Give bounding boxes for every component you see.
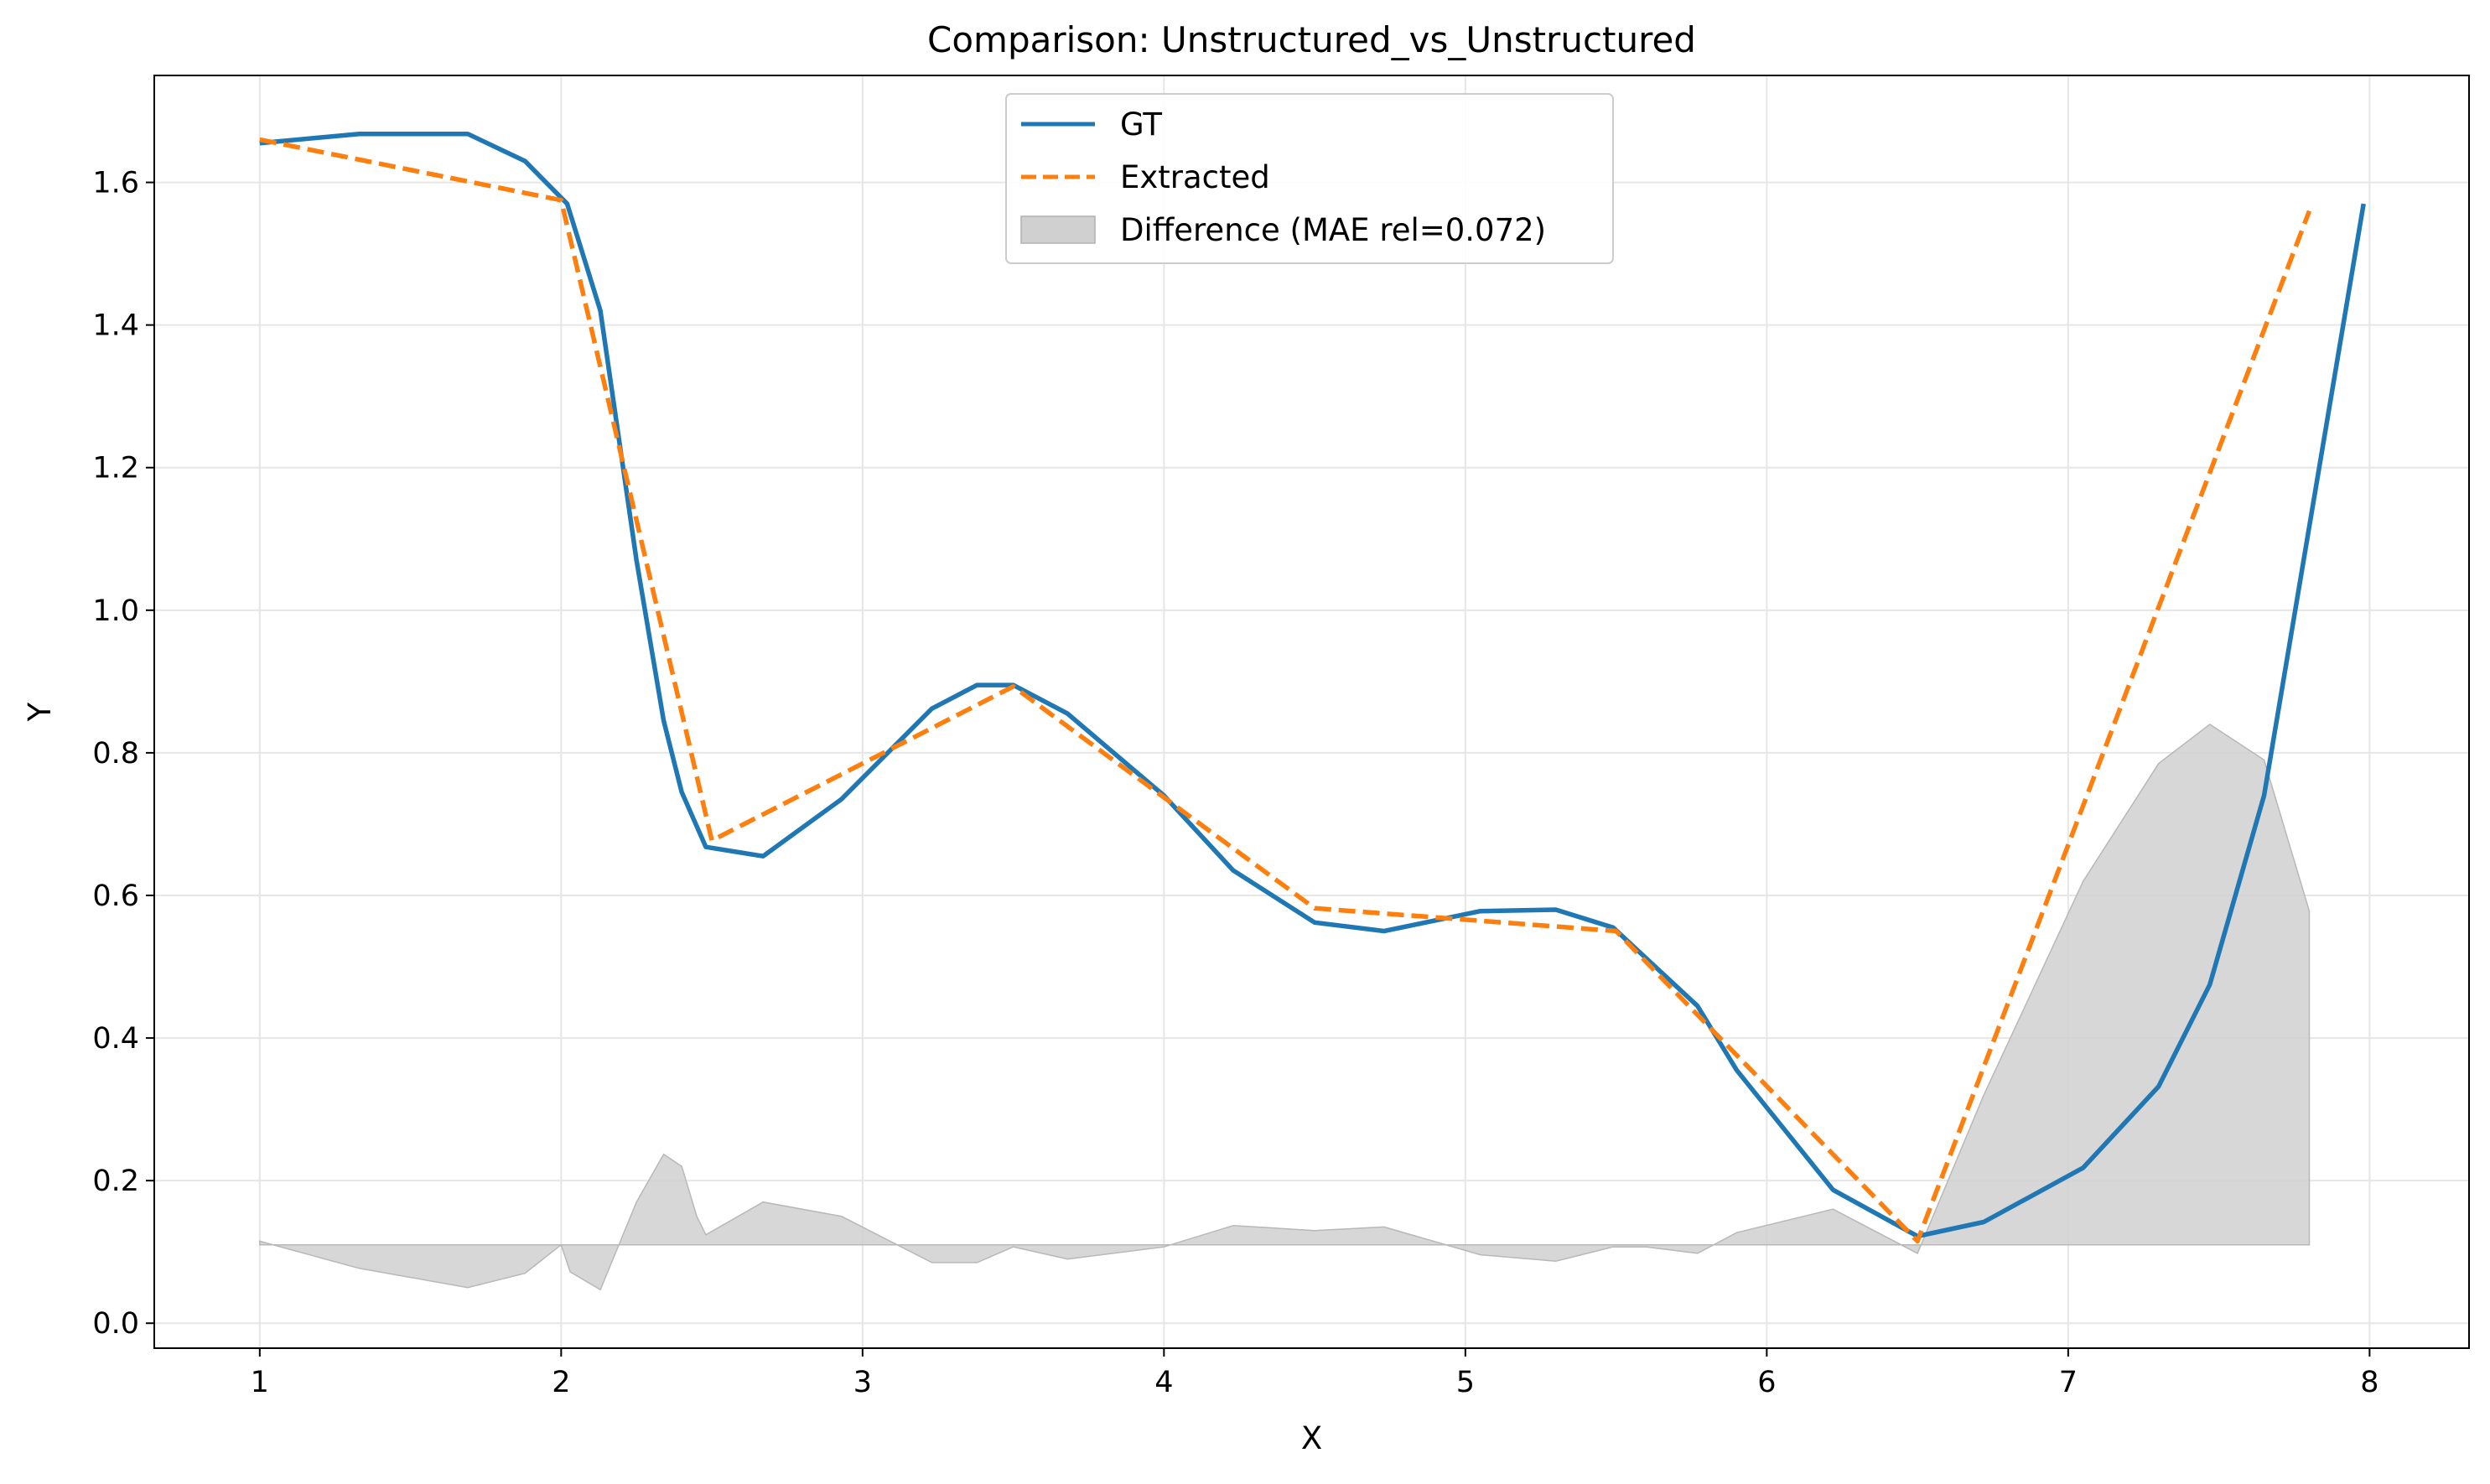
ticks-layer: 1 2 3 4 5 6 7 8 0.0 0.2 0.4 0.6 0.8 1.0 1.2 1.4 1.6 — [92, 167, 2378, 1399]
y-tick-label-2: 0.4 — [92, 1022, 139, 1056]
x-tick-label-6: 7 — [2059, 1366, 2078, 1399]
x-tick-label-7: 8 — [2360, 1366, 2378, 1399]
legend-gt-label: GT — [1120, 106, 1162, 143]
x-tick-label-3: 4 — [1154, 1366, 1173, 1399]
y-tick-label-4: 0.8 — [92, 737, 139, 771]
legend-difference-patch — [1020, 215, 1096, 244]
legend: GT Extracted Difference (MAE rel=0.072) — [1005, 93, 1614, 264]
legend-difference-label: Difference (MAE rel=0.072) — [1120, 212, 1546, 248]
x-tick-label-4: 5 — [1456, 1366, 1475, 1399]
legend-box — [1005, 93, 1614, 264]
x-tick-label-0: 1 — [251, 1366, 269, 1399]
y-tick-label-5: 1.0 — [92, 594, 139, 628]
x-tick-label-5: 6 — [1757, 1366, 1776, 1399]
x-axis-label: X — [1301, 1420, 1322, 1456]
chart-title: Comparison: Unstructured_vs_Unstructured — [927, 19, 1696, 60]
plot-frame — [153, 75, 2470, 1349]
y-axis-label: Y — [22, 702, 58, 722]
legend-extracted-label: Extracted — [1120, 159, 1270, 195]
y-tick-label-1: 0.2 — [92, 1165, 139, 1198]
y-tick-label-3: 0.6 — [92, 880, 139, 913]
y-tick-label-0: 0.0 — [92, 1307, 139, 1341]
y-tick-label-6: 1.2 — [92, 452, 139, 485]
difference-area-layer — [259, 723, 2311, 1291]
x-tick-label-2: 3 — [853, 1366, 872, 1399]
extracted-series-line — [259, 137, 2312, 1244]
series-layer — [259, 131, 2366, 1244]
y-tick-label-7: 1.4 — [92, 309, 139, 343]
difference-area — [259, 723, 2311, 1291]
x-tick-label-1: 2 — [552, 1366, 570, 1399]
y-tick-label-8: 1.6 — [92, 167, 139, 200]
